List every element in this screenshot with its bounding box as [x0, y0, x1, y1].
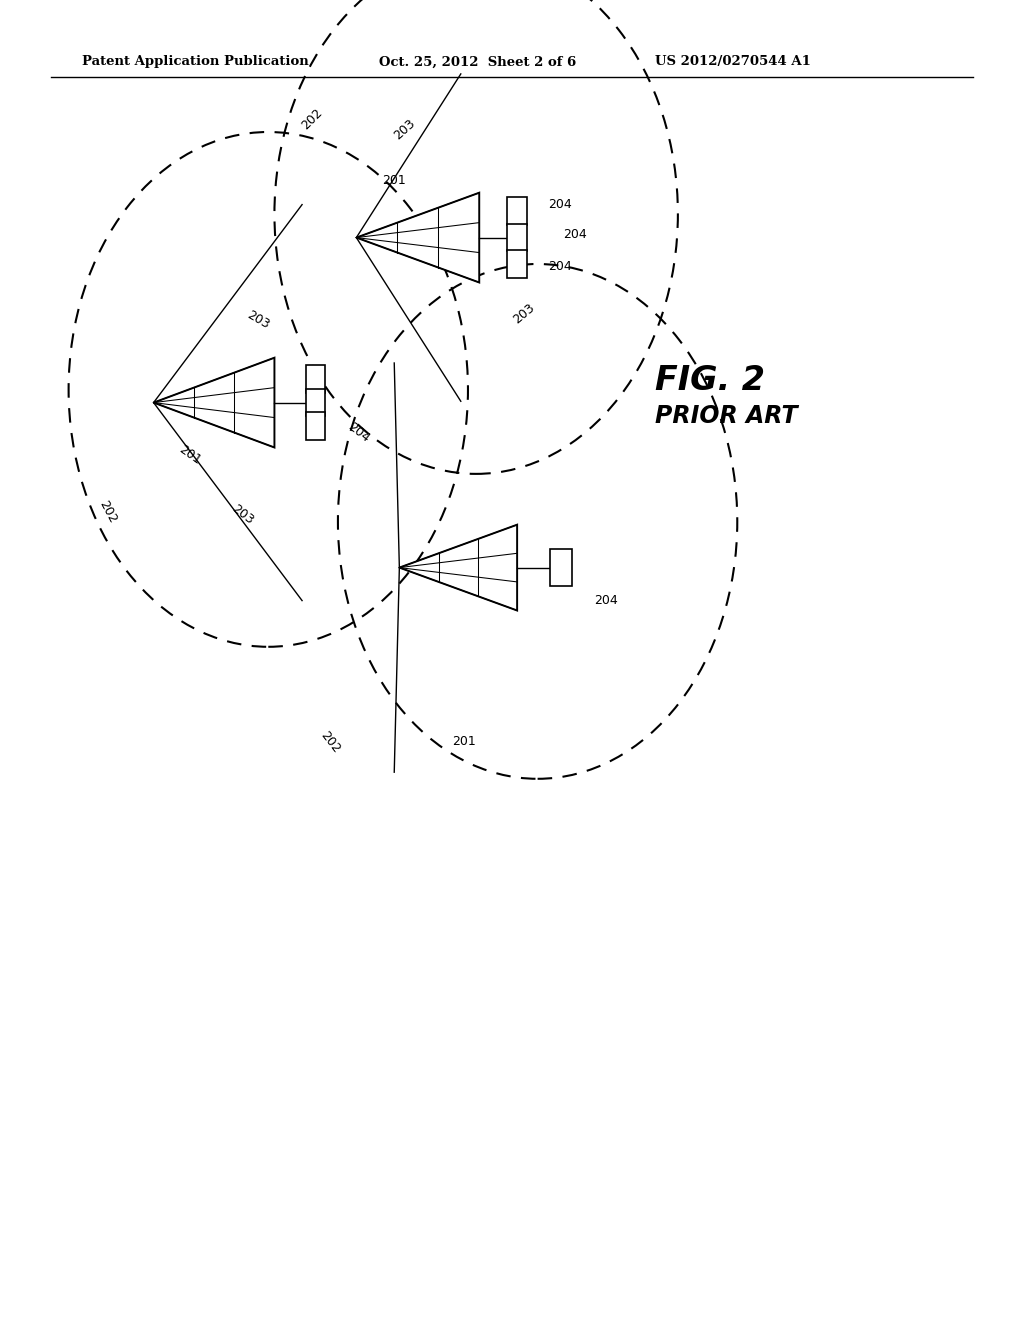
Text: 202: 202 [299, 106, 326, 132]
Text: 201: 201 [452, 735, 476, 748]
Text: PRIOR ART: PRIOR ART [655, 404, 798, 428]
Text: 202: 202 [96, 499, 119, 525]
Text: 203: 203 [245, 308, 271, 331]
Text: 202: 202 [317, 729, 342, 755]
Bar [305, 364, 326, 393]
Bar [508, 197, 526, 224]
Text: 203: 203 [229, 503, 256, 527]
Bar [305, 388, 326, 417]
Text: Oct. 25, 2012  Sheet 2 of 6: Oct. 25, 2012 Sheet 2 of 6 [379, 55, 577, 69]
Bar [508, 223, 526, 251]
Text: Patent Application Publication: Patent Application Publication [82, 55, 308, 69]
Text: 204: 204 [548, 260, 571, 273]
Bar [508, 249, 526, 277]
Text: 204: 204 [345, 421, 372, 445]
Text: 201: 201 [176, 444, 203, 467]
Polygon shape [154, 358, 274, 447]
Text: 203: 203 [511, 301, 538, 327]
Text: 204: 204 [594, 594, 617, 607]
Text: US 2012/0270544 A1: US 2012/0270544 A1 [655, 55, 811, 69]
Text: FIG. 2: FIG. 2 [655, 364, 765, 397]
Text: 204: 204 [563, 228, 587, 242]
Polygon shape [399, 525, 517, 610]
Text: 201: 201 [382, 174, 407, 187]
Text: 204: 204 [548, 198, 571, 211]
Text: 203: 203 [391, 116, 418, 143]
Bar [305, 412, 326, 440]
Bar [550, 549, 572, 586]
Polygon shape [356, 193, 479, 282]
